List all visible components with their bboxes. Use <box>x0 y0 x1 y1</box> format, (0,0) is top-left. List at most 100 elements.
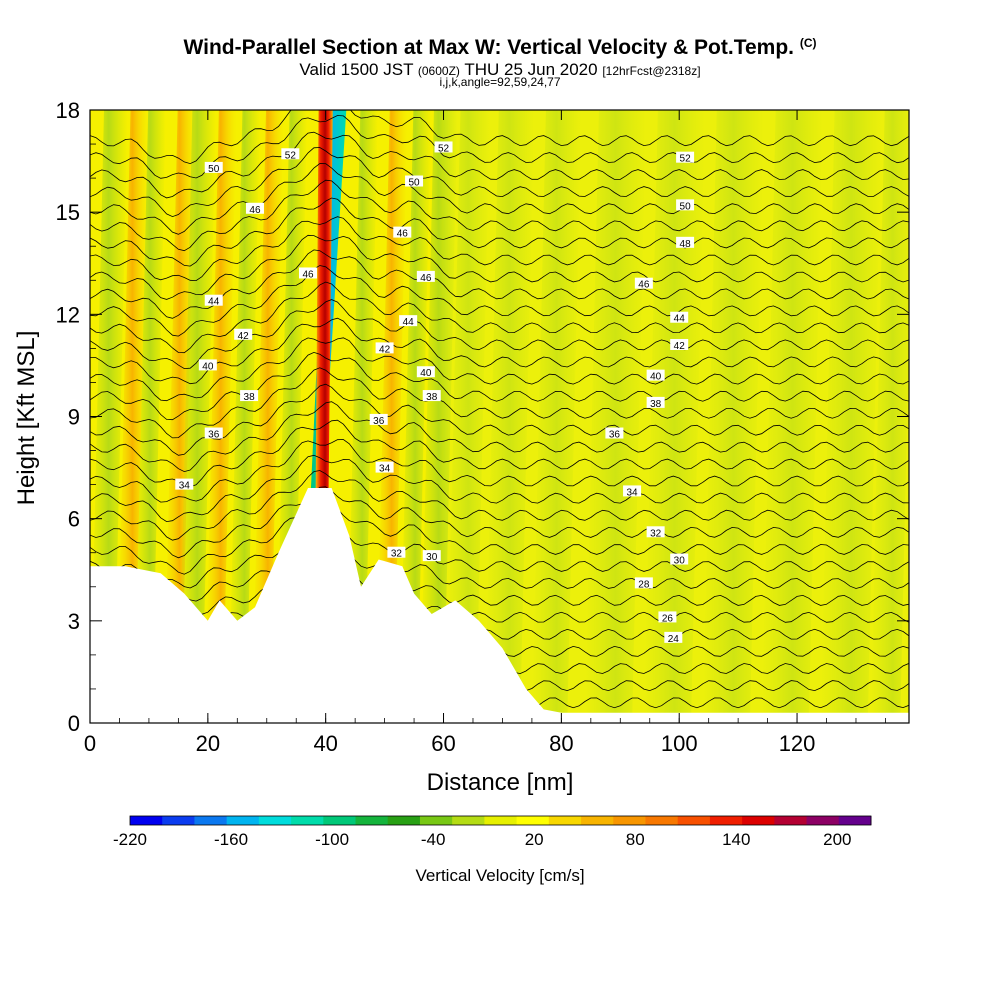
contour-label: 26 <box>658 611 677 624</box>
contour-label-bg <box>399 315 418 327</box>
x-tick-label: 40 <box>313 731 337 756</box>
contour-label-bg <box>646 369 665 381</box>
contour-label: 42 <box>375 342 394 355</box>
contour-label-text: 40 <box>650 372 662 383</box>
colorbar-label: Vertical Velocity [cm/s] <box>415 866 584 885</box>
contour-label: 36 <box>204 427 223 441</box>
colorbar-swatch <box>226 816 260 825</box>
colorbar-tick-label: -100 <box>315 830 349 849</box>
params-text: i,j,k,angle=92,59,24,77 <box>439 75 561 89</box>
contour-label-bg <box>658 611 677 623</box>
contour-label: 46 <box>245 202 264 216</box>
contour-label: 52 <box>434 141 453 154</box>
colorbar-tick-label: 20 <box>525 830 544 849</box>
theta-contour-line <box>90 131 909 199</box>
velocity-streak <box>820 110 882 723</box>
contour-label-text: 28 <box>638 579 650 590</box>
theta-contour-line <box>90 454 909 523</box>
contour-label-bg <box>416 366 435 378</box>
theta-contour-line <box>90 317 909 385</box>
contour-label-text: 24 <box>668 634 680 645</box>
contour-label-text: 44 <box>674 314 686 325</box>
contour-label: 50 <box>676 199 695 212</box>
velocity-streak <box>702 110 764 723</box>
colorbar-swatch <box>838 816 872 825</box>
contour-label: 50 <box>405 175 424 189</box>
valid-date: THU 25 Jun 2020 <box>464 60 598 79</box>
theta-contour-line <box>90 163 909 235</box>
valid-zulu: (0600Z) <box>417 64 460 78</box>
contour-label: 46 <box>634 277 653 291</box>
contour-label-text: 38 <box>650 399 662 410</box>
updraft-core <box>315 110 333 489</box>
theta-contour-line <box>90 470 909 541</box>
contour-label: 40 <box>416 366 435 379</box>
contour-label-text: 32 <box>650 528 662 539</box>
theta-contour-line <box>90 367 909 439</box>
contour-label-text: 34 <box>379 464 391 475</box>
contour-label-bg <box>676 199 695 211</box>
colorbar-swatch <box>194 816 228 825</box>
contour-label-bg <box>234 328 253 340</box>
contour-label-text: 52 <box>438 143 450 154</box>
contour-label-bg <box>387 546 406 558</box>
theta-contour-line <box>90 351 909 421</box>
colorbar-swatch <box>419 816 453 825</box>
y-tick-label: 18 <box>56 98 80 123</box>
velocity-streak <box>204 110 237 723</box>
contour-label-bg <box>634 277 653 289</box>
contour-label-text: 52 <box>680 154 692 165</box>
colorbar-swatch <box>645 816 679 825</box>
x-tick-label: 100 <box>661 731 698 756</box>
contour-label-text: 26 <box>662 613 674 624</box>
velocity-streak <box>399 110 432 723</box>
terrain-mask <box>90 488 909 723</box>
y-tick-label: 3 <box>68 609 80 634</box>
contour-label-text: 46 <box>302 269 314 280</box>
contour-label-text: 50 <box>208 164 220 175</box>
velocity-streak <box>163 110 196 723</box>
contour-label-bg <box>393 226 412 238</box>
colorbar-swatch <box>452 816 485 825</box>
colorbar-frame <box>129 815 872 826</box>
contour-label-bg <box>422 550 441 562</box>
theta-contour-line <box>90 147 909 218</box>
contour-label-bg <box>605 427 624 439</box>
contour-label-bg <box>245 202 264 214</box>
colorbar-swatch <box>613 816 646 825</box>
contour-label-bg <box>299 267 318 279</box>
contour-label-bg <box>198 359 217 371</box>
colorbar-swatch <box>355 816 389 825</box>
colorbar-swatch <box>806 816 840 825</box>
colorbar-tick-label: 140 <box>722 830 750 849</box>
contour-label-text: 50 <box>680 201 692 212</box>
contour-label: 40 <box>198 359 217 372</box>
contour-label-text: 36 <box>609 430 621 441</box>
contour-label: 42 <box>234 328 253 342</box>
colorbar-swatch <box>581 816 614 825</box>
contour-label: 30 <box>670 553 689 567</box>
theta-contour-line <box>90 265 909 337</box>
contour-label-text: 52 <box>285 150 297 161</box>
velocity-streak <box>178 110 216 723</box>
contour-label-bg <box>646 396 665 408</box>
contour-label: 34 <box>623 485 642 498</box>
contour-label-bg <box>623 485 642 497</box>
velocity-streak <box>761 110 823 723</box>
contour-label-text: 38 <box>426 392 438 403</box>
contour-label: 34 <box>175 478 194 492</box>
contour-label-text: 30 <box>426 552 438 563</box>
colorbar-tick-label: 80 <box>626 830 645 849</box>
contour-label: 44 <box>670 311 689 325</box>
theta-contour-line <box>90 568 909 619</box>
contour-label-text: 30 <box>674 556 686 567</box>
x-tick-label: 60 <box>431 731 455 756</box>
contour-label: 44 <box>204 294 223 308</box>
chart-title: Wind-Parallel Section at Max W: Vertical… <box>0 36 1000 60</box>
contour-label-text: 42 <box>238 331 250 342</box>
theta-contour-line <box>90 234 909 300</box>
contour-label-bg <box>405 175 424 187</box>
x-axis-label: Distance [nm] <box>427 769 574 796</box>
contour-label: 38 <box>422 390 441 403</box>
